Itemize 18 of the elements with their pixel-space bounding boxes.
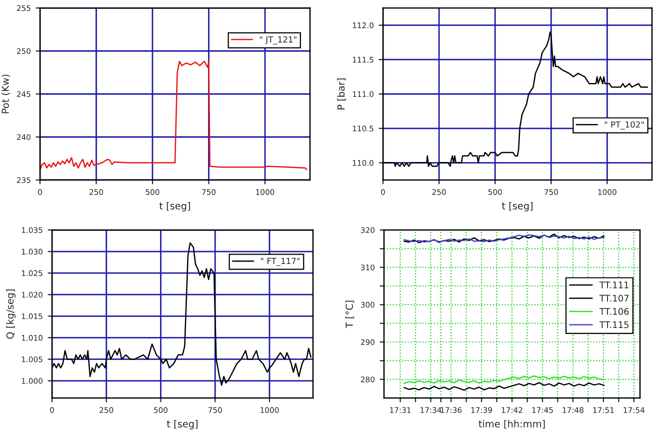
line-series <box>403 382 605 391</box>
legend-label: TT.115 <box>599 321 629 328</box>
legend-label: " JT_121" <box>260 36 296 44</box>
legend-label: TT.107 <box>599 294 629 302</box>
y-axis-title: Q [kg/seg] <box>6 290 16 339</box>
x-axis-title: t [seg] <box>166 420 198 430</box>
line-series <box>40 60 308 170</box>
x-axis-title: t [seg] <box>502 202 533 212</box>
legend-label: " FT_117" <box>260 258 300 266</box>
legend-label: TT.106 <box>599 308 629 315</box>
y-axis-title: Pot (Kw) <box>1 74 10 114</box>
legend-label: TT.111 <box>599 282 628 288</box>
y-axis-title: T [°C] <box>345 300 354 328</box>
y-axis-title: P [bar] <box>337 78 346 110</box>
x-axis-title: time [hh:mm] <box>478 420 545 429</box>
line-series <box>403 375 605 384</box>
x-axis-title: t [seg] <box>159 202 190 212</box>
legend-label: " PT_102" <box>604 121 644 130</box>
